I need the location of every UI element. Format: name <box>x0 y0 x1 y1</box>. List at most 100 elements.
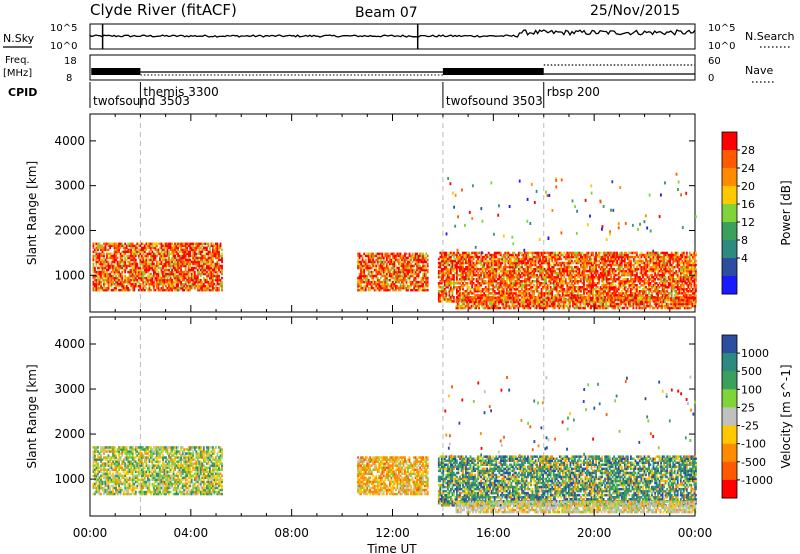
echo-cell <box>454 265 457 269</box>
echo-cell <box>364 254 367 258</box>
echo-cell <box>451 263 454 267</box>
echo-cell <box>134 276 137 280</box>
echo-cell <box>408 252 411 256</box>
echo-cell <box>382 284 385 288</box>
echo-cell <box>118 246 120 250</box>
echo-cell <box>390 274 393 278</box>
echo-cell <box>187 286 190 290</box>
echo-cell <box>162 262 164 266</box>
echo-cell <box>363 280 366 284</box>
echo-cell <box>140 276 143 280</box>
echo-cell <box>474 294 476 297</box>
echo-cell <box>142 282 145 286</box>
echo-cell <box>169 242 172 246</box>
echo-cell <box>492 278 495 281</box>
echo-cell <box>385 276 388 280</box>
echo-cell <box>94 282 96 286</box>
echo-cell <box>493 292 496 295</box>
echo-cell <box>131 252 134 256</box>
echo-cell <box>373 286 376 290</box>
echo-cell <box>396 274 399 278</box>
echo-cell <box>125 244 128 248</box>
echo-cell <box>425 256 428 260</box>
echo-cell <box>204 260 207 264</box>
echo-cell <box>372 256 375 260</box>
echo-cell <box>124 274 127 278</box>
echo-cell <box>133 248 136 252</box>
echo-cell <box>169 262 172 266</box>
echo-cell <box>498 273 501 277</box>
echo-cell <box>181 278 184 282</box>
echo-cell <box>98 276 101 280</box>
echo-cell <box>154 254 157 258</box>
echo-cell <box>451 273 454 277</box>
echo-cell <box>398 278 400 282</box>
echo-cell <box>474 296 476 299</box>
echo-cells <box>92 172 697 310</box>
echo-cell <box>160 282 163 286</box>
echo-cell <box>92 284 95 288</box>
echo-cell <box>422 266 424 270</box>
echo-cell <box>100 264 102 268</box>
echo-cell <box>204 278 207 282</box>
echo-cell <box>180 284 182 288</box>
echo-cell <box>453 298 455 301</box>
echo-cell <box>119 288 122 292</box>
echo-cell <box>166 262 169 266</box>
echo-cell <box>378 264 381 268</box>
echo-cell <box>219 270 222 274</box>
echo-cell <box>204 242 207 246</box>
echo-cell <box>171 252 173 256</box>
echo-cell <box>425 276 428 280</box>
echo-cell <box>445 257 448 261</box>
echo-cell <box>193 278 196 282</box>
echo-cell <box>486 271 489 275</box>
echo-cell <box>381 280 384 284</box>
echo-cell <box>174 260 176 264</box>
echo-cell <box>186 270 189 274</box>
echo-cell <box>375 266 378 270</box>
echo-cell <box>493 275 496 279</box>
echo-cell <box>448 255 451 259</box>
echo-cell <box>101 272 104 276</box>
echo-cell <box>410 254 412 258</box>
echo-cell <box>483 300 486 303</box>
echo-cell <box>216 246 219 250</box>
echo-cell <box>113 254 116 258</box>
echo-cell <box>385 272 388 276</box>
echo-cell <box>437 292 440 295</box>
echo-cell <box>140 282 143 286</box>
echo-cell <box>439 263 442 267</box>
echo-cell <box>425 280 428 284</box>
echo-cell <box>376 256 379 260</box>
echo-cell <box>209 274 211 278</box>
echo-cell <box>193 262 196 266</box>
echo-cell <box>216 272 219 276</box>
echo-cell <box>190 254 193 258</box>
echo-cell <box>210 262 213 266</box>
echo-cell <box>411 268 414 272</box>
echo-cell <box>150 262 152 266</box>
echo-cell <box>106 280 108 284</box>
echo-cell <box>110 260 113 264</box>
echo-cell <box>471 298 473 301</box>
echo-cell <box>417 286 420 290</box>
echo-cell <box>481 259 484 263</box>
echo-cell <box>118 264 120 268</box>
echo-cell <box>166 282 169 286</box>
echo-cell <box>498 286 501 289</box>
echo-cell <box>150 276 152 280</box>
echo-cell <box>166 252 169 256</box>
echo-cell <box>484 255 487 259</box>
echo-cell <box>177 258 179 262</box>
echo-cell <box>437 273 440 277</box>
echo-cell <box>202 264 205 268</box>
echo-cell <box>392 264 394 268</box>
echo-cell <box>204 252 207 256</box>
echo-cell <box>477 257 479 261</box>
echo-cell <box>157 278 160 282</box>
echo-cell <box>181 288 184 292</box>
echo-cell <box>486 255 489 259</box>
echo-cell <box>379 268 382 272</box>
echo-cell <box>92 264 95 268</box>
